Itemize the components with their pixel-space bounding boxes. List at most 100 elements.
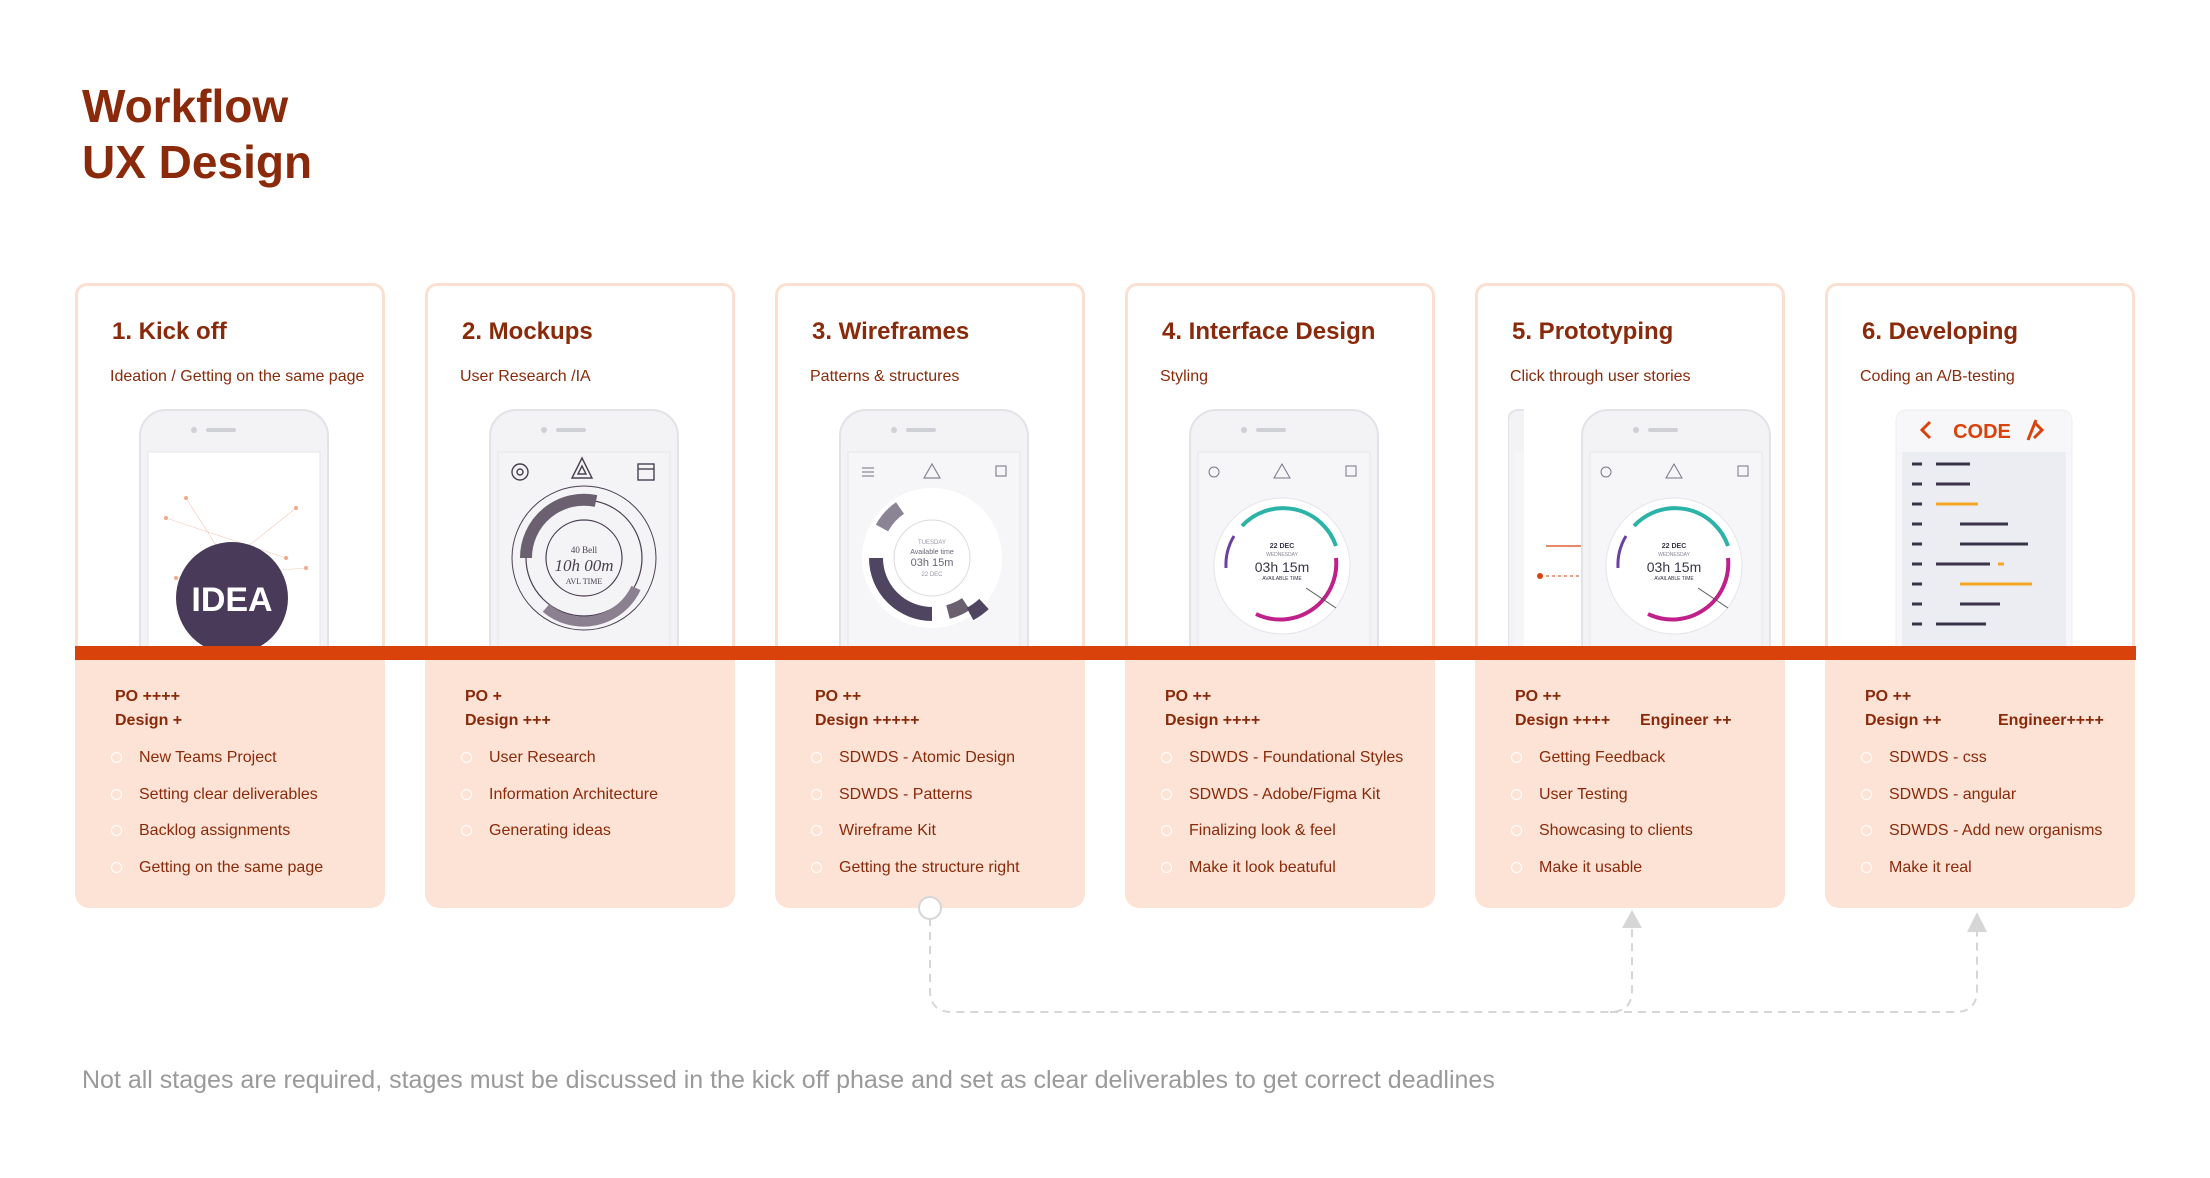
wf-day-label: TUESDAY xyxy=(918,540,946,546)
stage-roles: PO + Design +++ xyxy=(465,685,725,733)
stage-roles: PO ++ Design ++ Engineer++++ xyxy=(1865,685,2125,733)
list-item: Make it usable xyxy=(1511,859,1693,896)
list-item: SDWDS - Adobe/Figma Kit xyxy=(1161,786,1403,823)
stage-card: 6. Developing Coding an A/B-testing CODE xyxy=(1825,283,2135,654)
bullet-icon xyxy=(811,825,822,836)
bullet-icon xyxy=(1861,788,1872,800)
bullet-icon xyxy=(461,825,472,836)
stage-roles: PO ++ Design ++++ xyxy=(1165,685,1425,733)
arrow-up-icon xyxy=(1967,912,1987,932)
stage-kickoff: 1. Kick off Ideation / Getting on the sa… xyxy=(75,283,385,908)
stage-title: 2. Mockups xyxy=(462,318,593,345)
list-item: Finalizing look & feel xyxy=(1161,822,1403,859)
bullet-icon xyxy=(1161,861,1172,873)
bullet-icon xyxy=(1511,788,1522,800)
ui-date-label: 22 DEC xyxy=(1270,543,1295,550)
sketch-time-label: 10h 00m xyxy=(554,556,613,575)
stage-card: 4. Interface Design Styling 22 DEC WEDNE… xyxy=(1125,283,1435,654)
phone-idea-illustration: IDEA xyxy=(139,409,329,654)
bullet-icon xyxy=(811,861,822,873)
stage-developing: 6. Developing Coding an A/B-testing CODE xyxy=(1825,283,2135,908)
list-item: Information Architecture xyxy=(461,786,658,823)
stage-title: 6. Developing xyxy=(1862,318,2019,345)
stage-card: 1. Kick off Ideation / Getting on the sa… xyxy=(75,283,385,654)
bullet-icon xyxy=(1861,825,1872,836)
deliverables-list: SDWDS - Foundational Styles SDWDS - Adob… xyxy=(1161,749,1403,895)
timeline-bar xyxy=(75,646,2136,660)
stage-details: PO + Design +++ User Research Informatio… xyxy=(425,653,735,908)
bullet-icon xyxy=(1161,752,1172,763)
bullet-icon xyxy=(811,788,822,800)
deliverables-list: Getting Feedback User Testing Showcasing… xyxy=(1511,749,1693,895)
list-item: SDWDS - Foundational Styles xyxy=(1161,749,1403,786)
stage-card: 3. Wireframes Patterns & structures TUES… xyxy=(775,283,1085,654)
sketch-note-label: AVL TIME xyxy=(566,577,603,586)
stage-subtitle: Patterns & structures xyxy=(810,368,960,385)
deliverables-list: SDWDS - css SDWDS - angular SDWDS - Add … xyxy=(1861,749,2102,895)
list-item: SDWDS - Patterns xyxy=(811,786,1020,823)
list-item: Generating ideas xyxy=(461,822,658,859)
bullet-icon xyxy=(1161,825,1172,836)
phone-wireframe-illustration: TUESDAY Available time 03h 15m 22 DEC xyxy=(839,409,1029,654)
bullet-icon xyxy=(111,825,122,836)
stage-title: 5. Prototyping xyxy=(1512,318,1674,345)
stage-details: PO ++++ Design + New Teams Project Setti… xyxy=(75,653,385,908)
wf-available-label: Available time xyxy=(910,549,954,556)
stage-subtitle: Click through user stories xyxy=(1510,368,1691,385)
deliverables-list: User Research Information Architecture G… xyxy=(461,749,658,859)
bullet-icon xyxy=(1161,788,1172,800)
title-line-1: Workflow xyxy=(82,80,289,132)
list-item: Backlog assignments xyxy=(111,822,323,859)
stage-interface-design: 4. Interface Design Styling 22 DEC WEDNE… xyxy=(1125,283,1435,908)
code-bracket-right-icon xyxy=(2032,420,2045,440)
ui-day-label: WEDNESDAY xyxy=(1266,552,1299,558)
stage-roles: PO ++ Design +++++ xyxy=(815,685,1075,733)
list-item: SDWDS - angular xyxy=(1861,786,2102,823)
list-item: Make it real xyxy=(1861,859,2102,896)
phone-prototype-illustration: 22 DEC WEDNESDAY 03h 15m AVAILABLE TIME xyxy=(1581,409,1771,654)
role-po: PO ++ xyxy=(1165,688,1212,705)
stage-roles: PO ++ Design ++++ Engineer ++ xyxy=(1515,685,1775,733)
role-engineer: Engineer++++ xyxy=(1998,712,2104,729)
bullet-icon xyxy=(1861,861,1872,873)
list-item: Showcasing to clients xyxy=(1511,822,1693,859)
role-design: Design ++ xyxy=(1865,712,1942,729)
phone-ui-illustration: 22 DEC WEDNESDAY 03h 15m AVAILABLE TIME xyxy=(1189,409,1379,654)
phone-edge-illustration xyxy=(1508,409,1524,654)
connector-start-icon xyxy=(918,896,942,920)
stage-mockups: 2. Mockups User Research /IA 40 Bell 10h… xyxy=(425,283,735,908)
stage-subtitle: Ideation / Getting on the same page xyxy=(110,368,365,385)
stage-details: PO ++ Design +++++ SDWDS - Atomic Design… xyxy=(775,653,1085,908)
role-design: Design +++ xyxy=(465,712,551,729)
stage-card: 2. Mockups User Research /IA 40 Bell 10h… xyxy=(425,283,735,654)
page-title: Workflow UX Design xyxy=(82,78,312,190)
deliverables-list: SDWDS - Atomic Design SDWDS - Patterns W… xyxy=(811,749,1020,895)
role-design: Design + xyxy=(115,712,183,729)
wf-time-label: 03h 15m xyxy=(911,557,954,569)
ui-date-label: 22 DEC xyxy=(1662,543,1687,550)
connector-to-prototyping xyxy=(929,918,1633,1013)
ui-day-label: WEDNESDAY xyxy=(1658,552,1691,558)
role-po: PO ++ xyxy=(1515,688,1562,705)
bullet-icon xyxy=(1511,752,1522,763)
role-po: PO ++ xyxy=(815,688,862,705)
ui-available-label: AVAILABLE TIME xyxy=(1262,576,1302,582)
stage-title: 4. Interface Design xyxy=(1162,318,1376,345)
stage-details: PO ++ Design ++++ Engineer ++ Getting Fe… xyxy=(1475,653,1785,908)
stage-wireframes: 3. Wireframes Patterns & structures TUES… xyxy=(775,283,1085,908)
bullet-icon xyxy=(111,861,122,873)
stage-card: 5. Prototyping Click through user storie… xyxy=(1475,283,1785,654)
bullet-icon xyxy=(461,752,472,763)
role-po: PO ++ xyxy=(1865,688,1912,705)
role-design: Design ++++ xyxy=(1515,712,1611,729)
code-bracket-left-icon xyxy=(1919,420,1932,440)
bullet-icon xyxy=(461,788,472,800)
idea-label: IDEA xyxy=(191,581,272,619)
list-item: Getting the structure right xyxy=(811,859,1020,896)
stage-details: PO ++ Design ++ Engineer++++ SDWDS - css… xyxy=(1825,653,2135,908)
bullet-icon xyxy=(1511,825,1522,836)
stage-prototyping: 5. Prototyping Click through user storie… xyxy=(1475,283,1785,908)
stage-subtitle: Coding an A/B-testing xyxy=(1860,368,2015,385)
list-item: User Research xyxy=(461,749,658,786)
phone-sketch-illustration: 40 Bell 10h 00m AVL TIME xyxy=(489,409,679,654)
